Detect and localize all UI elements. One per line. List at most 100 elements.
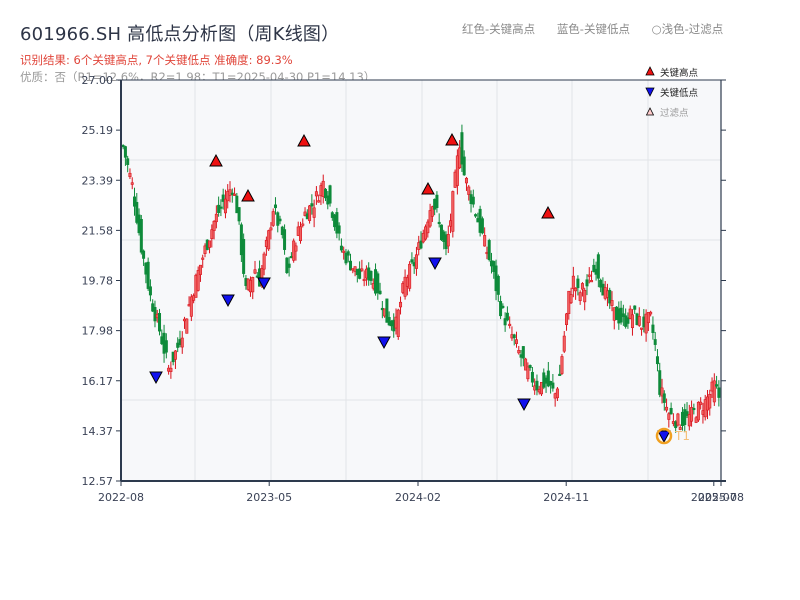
y-tick-label: 17.98 bbox=[82, 325, 114, 338]
candle-down bbox=[142, 250, 146, 259]
candle-up bbox=[267, 230, 271, 250]
candle-up bbox=[262, 253, 266, 270]
candle-up bbox=[201, 257, 205, 260]
legend-high-icon bbox=[645, 66, 655, 76]
candle-down bbox=[376, 273, 380, 294]
candle-down bbox=[658, 370, 662, 395]
candle-down bbox=[135, 201, 139, 223]
candle-up bbox=[414, 254, 418, 269]
key-high-marker bbox=[209, 153, 223, 167]
candle-down bbox=[358, 268, 362, 279]
candle-up bbox=[649, 311, 653, 315]
candle-up bbox=[483, 235, 487, 247]
candle-down bbox=[692, 407, 696, 411]
candle-down bbox=[139, 219, 143, 253]
candle-down bbox=[501, 305, 505, 308]
key-low-marker bbox=[428, 257, 442, 271]
candle-up bbox=[451, 191, 455, 232]
candle-up bbox=[524, 358, 528, 371]
candle-down bbox=[653, 339, 657, 345]
candle-down bbox=[651, 324, 655, 333]
candle-up bbox=[212, 220, 216, 231]
candle-up bbox=[233, 193, 237, 196]
candle-down bbox=[608, 289, 612, 304]
candle-down bbox=[310, 203, 314, 207]
candle-down bbox=[480, 218, 484, 234]
candle-up bbox=[312, 207, 316, 218]
key-low-marker bbox=[149, 371, 163, 385]
candle-up bbox=[253, 269, 257, 274]
candle-down bbox=[278, 218, 282, 222]
y-tick-label: 16.17 bbox=[82, 375, 114, 388]
candle-down bbox=[283, 229, 287, 250]
candle-down bbox=[535, 380, 539, 391]
key-high-marker bbox=[297, 133, 311, 147]
x-tick-label: 2024-11 bbox=[543, 491, 589, 504]
candle-up bbox=[192, 295, 196, 301]
candle-down bbox=[669, 407, 673, 415]
color-legend: 红色-关键高点 蓝色-关键低点 ○浅色-过滤点 bbox=[462, 21, 723, 37]
candle-down bbox=[221, 194, 225, 202]
x-tick-label: 2024-02 bbox=[395, 491, 441, 504]
candle-down bbox=[339, 245, 343, 251]
candle-up bbox=[526, 366, 530, 380]
candle-up bbox=[580, 283, 584, 290]
candle-up bbox=[464, 177, 468, 184]
candle-up bbox=[583, 289, 587, 303]
candle-up bbox=[696, 401, 700, 421]
candle-down bbox=[462, 156, 466, 176]
candle-up bbox=[660, 387, 664, 397]
candle-down bbox=[126, 158, 130, 165]
x-tick-label: 2023-05 bbox=[246, 491, 292, 504]
candle-up bbox=[555, 388, 559, 399]
candle-down bbox=[685, 411, 689, 416]
candle-down bbox=[626, 317, 630, 324]
candle-up bbox=[640, 327, 644, 330]
color-legend-filtered: ○浅色-过滤点 bbox=[651, 22, 724, 36]
candle-down bbox=[385, 298, 389, 323]
candle-up bbox=[308, 205, 312, 221]
candle-down bbox=[715, 384, 719, 387]
candle-up bbox=[226, 191, 230, 202]
candle-down bbox=[133, 196, 137, 207]
x-tick-label: 2025-07 bbox=[691, 491, 737, 504]
candle-down bbox=[460, 132, 464, 165]
candle-up bbox=[708, 393, 712, 409]
y-tick-label: 14.37 bbox=[82, 425, 114, 438]
candle-up bbox=[428, 210, 432, 227]
candle-up bbox=[514, 339, 518, 344]
candle-up bbox=[467, 186, 471, 195]
candle-up bbox=[637, 316, 641, 326]
key-high-marker bbox=[541, 205, 555, 219]
candle-down bbox=[419, 240, 423, 249]
candle-down bbox=[242, 239, 246, 274]
color-legend-high: 红色-关键高点 bbox=[462, 22, 536, 36]
candle-up bbox=[196, 270, 200, 291]
candle-down bbox=[585, 279, 589, 287]
candle-up bbox=[342, 250, 346, 253]
candle-up bbox=[667, 413, 671, 420]
candle-down bbox=[530, 371, 534, 383]
candle-up bbox=[317, 200, 321, 203]
y-tick-label: 12.57 bbox=[82, 475, 114, 488]
candle-down bbox=[633, 305, 637, 310]
candle-down bbox=[369, 270, 373, 281]
candle-up bbox=[169, 367, 173, 372]
candle-up bbox=[426, 221, 430, 234]
candle-up bbox=[517, 349, 521, 354]
candle-down bbox=[123, 146, 127, 158]
legend-label: 关键高点 bbox=[660, 67, 699, 79]
candle-up bbox=[508, 323, 512, 326]
key-low-marker bbox=[377, 336, 391, 350]
candle-up bbox=[574, 287, 578, 292]
candle-down bbox=[235, 195, 239, 214]
candle-up bbox=[446, 234, 450, 247]
candle-down bbox=[287, 263, 291, 268]
axes: 12.57 14.37 16.17 17.98 19.78 21.58 23.39 25.19… bbox=[82, 74, 744, 504]
candle-down bbox=[176, 342, 180, 348]
candle-down bbox=[237, 207, 241, 222]
candles bbox=[121, 124, 721, 433]
y-tick-label: 27.00 bbox=[82, 74, 114, 87]
candle-down bbox=[546, 370, 550, 387]
candle-up bbox=[569, 294, 573, 304]
